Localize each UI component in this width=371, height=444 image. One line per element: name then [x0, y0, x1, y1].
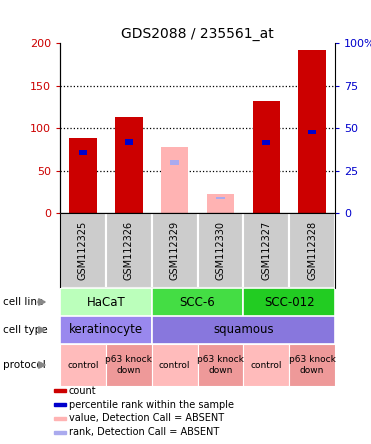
Bar — [69, 138, 97, 213]
Text: p63 knock
down: p63 knock down — [197, 355, 244, 375]
Bar — [243, 288, 335, 316]
Text: p63 knock
down: p63 knock down — [105, 355, 152, 375]
Text: SCC-6: SCC-6 — [180, 296, 216, 309]
Bar — [253, 101, 280, 213]
Bar — [60, 316, 152, 344]
Bar — [60, 288, 152, 316]
Bar — [262, 140, 270, 145]
Bar — [54, 389, 66, 392]
Text: GSM112328: GSM112328 — [307, 221, 317, 280]
Text: GSM112326: GSM112326 — [124, 221, 134, 280]
Text: squamous: squamous — [213, 324, 274, 337]
Bar — [54, 431, 66, 434]
Bar — [79, 150, 87, 155]
Bar — [54, 417, 66, 420]
Bar — [152, 316, 335, 344]
Bar — [152, 213, 197, 288]
Bar — [152, 288, 243, 316]
Text: GSM112327: GSM112327 — [261, 221, 271, 280]
Bar — [60, 213, 106, 288]
Text: value, Detection Call = ABSENT: value, Detection Call = ABSENT — [69, 413, 224, 424]
Bar — [197, 344, 243, 386]
Bar — [243, 344, 289, 386]
Bar — [170, 160, 179, 165]
Title: GDS2088 / 235561_at: GDS2088 / 235561_at — [121, 27, 274, 40]
Text: control: control — [159, 361, 190, 369]
Bar — [308, 130, 316, 134]
Bar — [207, 194, 234, 213]
Text: p63 knock
down: p63 knock down — [289, 355, 335, 375]
Bar — [289, 344, 335, 386]
Text: protocol: protocol — [3, 360, 46, 370]
Text: HaCaT: HaCaT — [86, 296, 125, 309]
Text: cell line: cell line — [3, 297, 43, 307]
Bar — [106, 213, 152, 288]
Text: GSM112325: GSM112325 — [78, 221, 88, 280]
Bar — [197, 213, 243, 288]
Text: keratinocyte: keratinocyte — [69, 324, 143, 337]
Bar — [106, 344, 152, 386]
Text: GSM112330: GSM112330 — [216, 221, 226, 280]
Bar — [243, 213, 289, 288]
Bar — [60, 213, 335, 288]
Text: SCC-012: SCC-012 — [264, 296, 315, 309]
Text: GSM112329: GSM112329 — [170, 221, 180, 280]
Bar — [289, 213, 335, 288]
Bar — [216, 197, 224, 199]
Bar — [298, 50, 326, 213]
Text: control: control — [250, 361, 282, 369]
Bar — [54, 403, 66, 406]
Bar — [60, 344, 106, 386]
Bar — [152, 344, 197, 386]
Bar — [161, 147, 188, 213]
Text: control: control — [67, 361, 99, 369]
Bar — [125, 139, 133, 145]
Text: cell type: cell type — [3, 325, 47, 335]
Bar — [115, 117, 142, 213]
Text: percentile rank within the sample: percentile rank within the sample — [69, 400, 233, 409]
Text: rank, Detection Call = ABSENT: rank, Detection Call = ABSENT — [69, 428, 219, 437]
Text: count: count — [69, 386, 96, 396]
